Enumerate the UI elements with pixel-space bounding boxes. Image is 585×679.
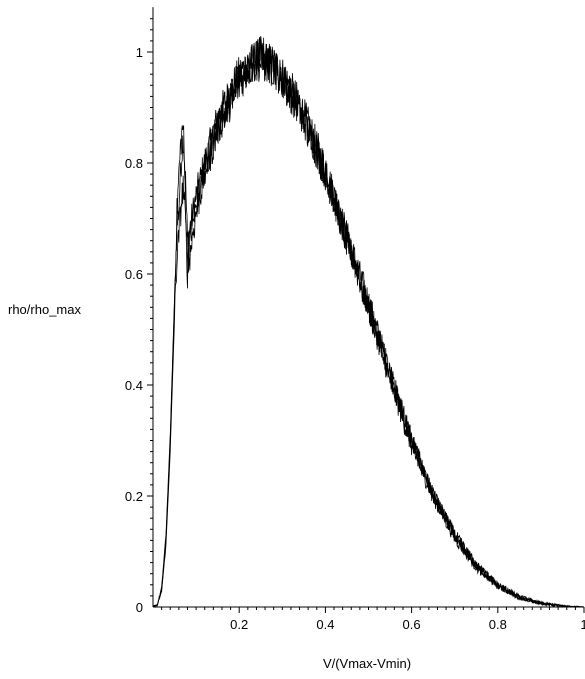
y-tick-label: 0.6 (125, 267, 143, 282)
y-axis-ticks: 0 0.2 0.4 0.6 0.8 1 (125, 18, 153, 615)
y-tick-label: 0.8 (125, 156, 143, 171)
y-axis-label: rho/rho_max (8, 302, 81, 317)
x-tick-label: 0.2 (230, 617, 248, 632)
x-tick-label: 0.6 (403, 617, 421, 632)
x-tick-label: 0.8 (489, 617, 507, 632)
y-tick-label: 0.2 (125, 489, 143, 504)
x-tick-label: 1 (580, 617, 585, 632)
y-tick-label: 0 (136, 600, 143, 615)
x-axis-ticks: 0.2 0.4 0.6 0.8 1 (161, 607, 585, 632)
density-curve-3 (152, 45, 585, 608)
plot-area (152, 36, 585, 608)
y-tick-label: 0.4 (125, 378, 143, 393)
y-tick-label: 1 (136, 45, 143, 60)
x-axis-label: V/(Vmax-Vmin) (323, 656, 411, 671)
x-tick-label: 0.4 (316, 617, 334, 632)
